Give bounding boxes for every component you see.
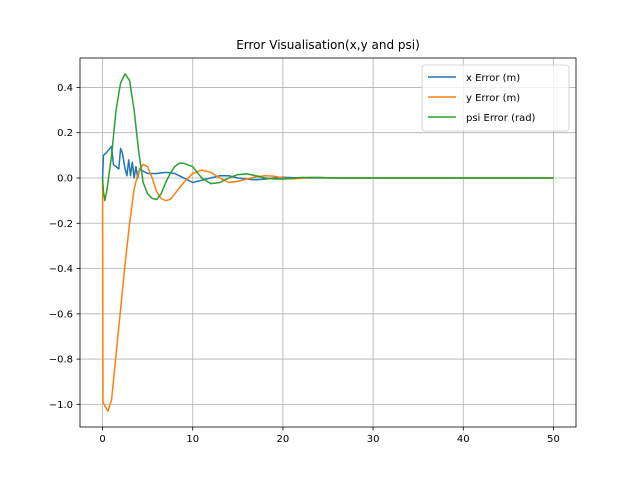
y-tick-label: −0.6 [49,309,73,320]
tick-layer: 0 10 20 30 40 50 −1.0 −0.8 −0.6 −0.4 −0.2 0.0 0.2 0.4 [49,83,560,445]
y-tick-label: 0.0 [57,173,73,184]
legend-box [421,64,570,132]
x-tick-label: 40 [457,434,470,445]
chart-title: Error Visualisation(x,y and psi) [236,38,420,52]
y-tick-label: 0.2 [57,128,73,139]
y-tick-label: −1.0 [49,400,73,411]
legend: x Error (m) y Error (m) psi Error (rad) [421,64,570,132]
legend-label-2: psi Error (rad) [466,113,536,124]
series-line-2 [101,73,554,202]
y-tick-label: −0.2 [49,219,73,230]
series-layer [101,73,554,412]
y-tick-label: −0.8 [49,355,73,366]
x-tick-label: 30 [367,434,380,445]
x-tick-label: 0 [99,434,105,445]
x-tick-label: 20 [277,434,290,445]
y-tick-label: 0.4 [57,83,73,94]
x-tick-label: 10 [186,434,199,445]
plot-frame [79,57,577,428]
legend-label-0: x Error (m) [466,73,520,84]
legend-label-1: y Error (m) [466,93,520,104]
x-tick-label: 50 [547,434,560,445]
grid-layer [80,58,576,427]
y-tick-label: −0.4 [49,264,73,275]
